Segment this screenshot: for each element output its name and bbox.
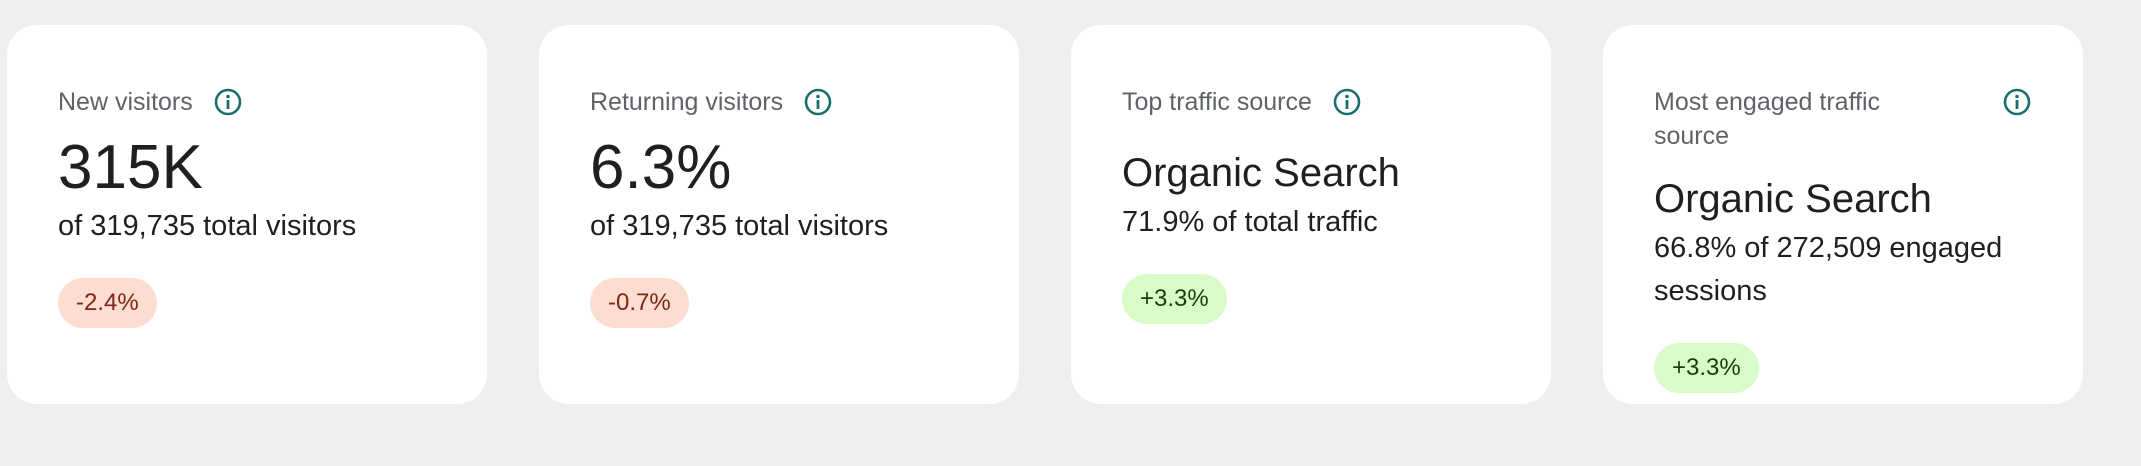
card-subtitle: of 319,735 total visitors <box>58 210 357 242</box>
card-subtitle: 66.8% of 272,509 engaged sessions <box>1654 232 2003 307</box>
info-icon[interactable] <box>803 87 833 117</box>
card-label: New visitors <box>58 88 193 116</box>
info-icon[interactable] <box>1332 87 1362 117</box>
change-badge: +3.3% <box>1122 274 1227 324</box>
card-value: Organic Search <box>1654 177 1932 221</box>
card-value: 6.3% <box>590 133 732 202</box>
change-badge: +3.3% <box>1654 343 1759 393</box>
change-badge: -0.7% <box>590 278 689 328</box>
card-subtitle: 71.9% of total traffic <box>1122 206 1378 238</box>
change-badge: -2.4% <box>58 278 157 328</box>
card-subtitle: of 319,735 total visitors <box>590 210 889 242</box>
metric-card: Returning visitors 6.3% of 319,735 total… <box>539 25 1019 404</box>
card-label: Returning visitors <box>590 88 784 116</box>
metric-card: New visitors 315K of 319,735 total visit… <box>7 25 487 404</box>
metric-card: Most engaged traffic source Organic Sear… <box>1603 25 2083 404</box>
metric-card: Top traffic source Organic Search 71.9% … <box>1071 25 1551 404</box>
card-label: Most engaged traffic source <box>1654 88 1881 150</box>
card-value: 315K <box>58 133 203 202</box>
info-icon[interactable] <box>2002 87 2032 117</box>
info-icon[interactable] <box>213 87 243 117</box>
card-label: Top traffic source <box>1122 88 1312 116</box>
card-value: Organic Search <box>1122 151 1400 195</box>
